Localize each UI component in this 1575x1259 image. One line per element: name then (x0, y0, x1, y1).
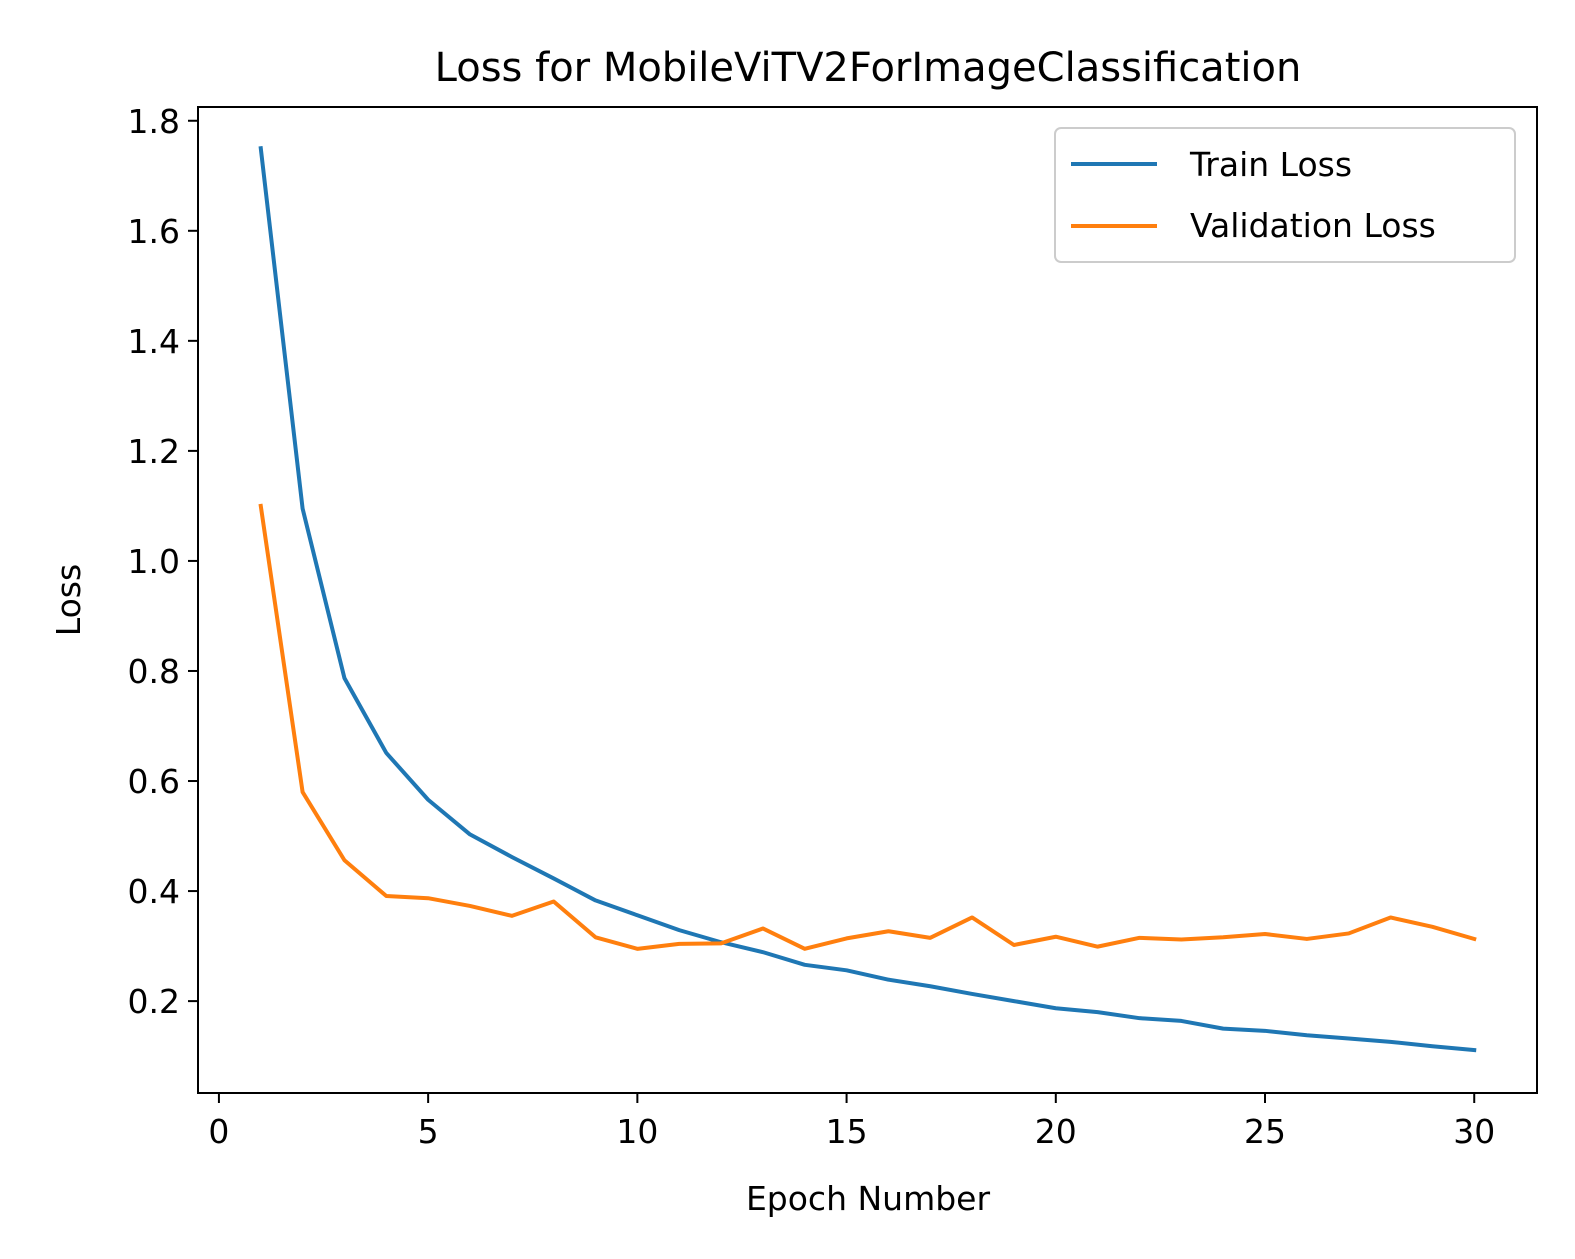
y-tick-label: 1.4 (128, 322, 180, 361)
y-tick-label: 0.2 (128, 982, 180, 1021)
plot-area (198, 107, 1537, 1093)
series-line-train-loss (258, 146, 1477, 1053)
y-tick-label: 0.8 (128, 652, 180, 691)
x-tick-label: 25 (1244, 1112, 1286, 1151)
legend-box (1054, 127, 1516, 263)
x-tick-label: 20 (1035, 1112, 1077, 1151)
y-tick-label: 1.2 (128, 432, 180, 471)
plot-background (198, 107, 1537, 1093)
axes-frame (197, 106, 1538, 1094)
series-line-validation-loss (258, 503, 1477, 951)
series-layer (258, 146, 1477, 1053)
legend: Train Loss Validation Loss (1054, 127, 1516, 263)
x-tick-label: 10 (616, 1112, 658, 1151)
y-tick-label: 0.4 (128, 872, 180, 911)
legend-label-train-loss: Train Loss (1189, 145, 1352, 184)
x-tick-label: 30 (1453, 1112, 1495, 1151)
y-tick-label: 1.0 (128, 542, 180, 581)
y-tick-label: 1.8 (128, 102, 180, 141)
legend-label-validation-loss: Validation Loss (1190, 206, 1436, 245)
y-axis: 0.2 0.4 0.6 0.8 1.0 1.2 1.4 1.6 1.8 (128, 102, 198, 1021)
x-axis: 0 5 10 15 20 25 30 (208, 1093, 1495, 1151)
y-tick-label: 0.6 (128, 762, 180, 801)
chart-title: Loss for MobileViTV2ForImageClassificati… (435, 45, 1302, 91)
y-tick-label: 1.6 (128, 212, 180, 251)
x-tick-label: 15 (826, 1112, 868, 1151)
y-axis-label: Loss (49, 564, 88, 636)
x-tick-label: 0 (208, 1112, 229, 1151)
x-tick-label: 5 (418, 1112, 439, 1151)
x-axis-label: Epoch Number (746, 1179, 991, 1218)
